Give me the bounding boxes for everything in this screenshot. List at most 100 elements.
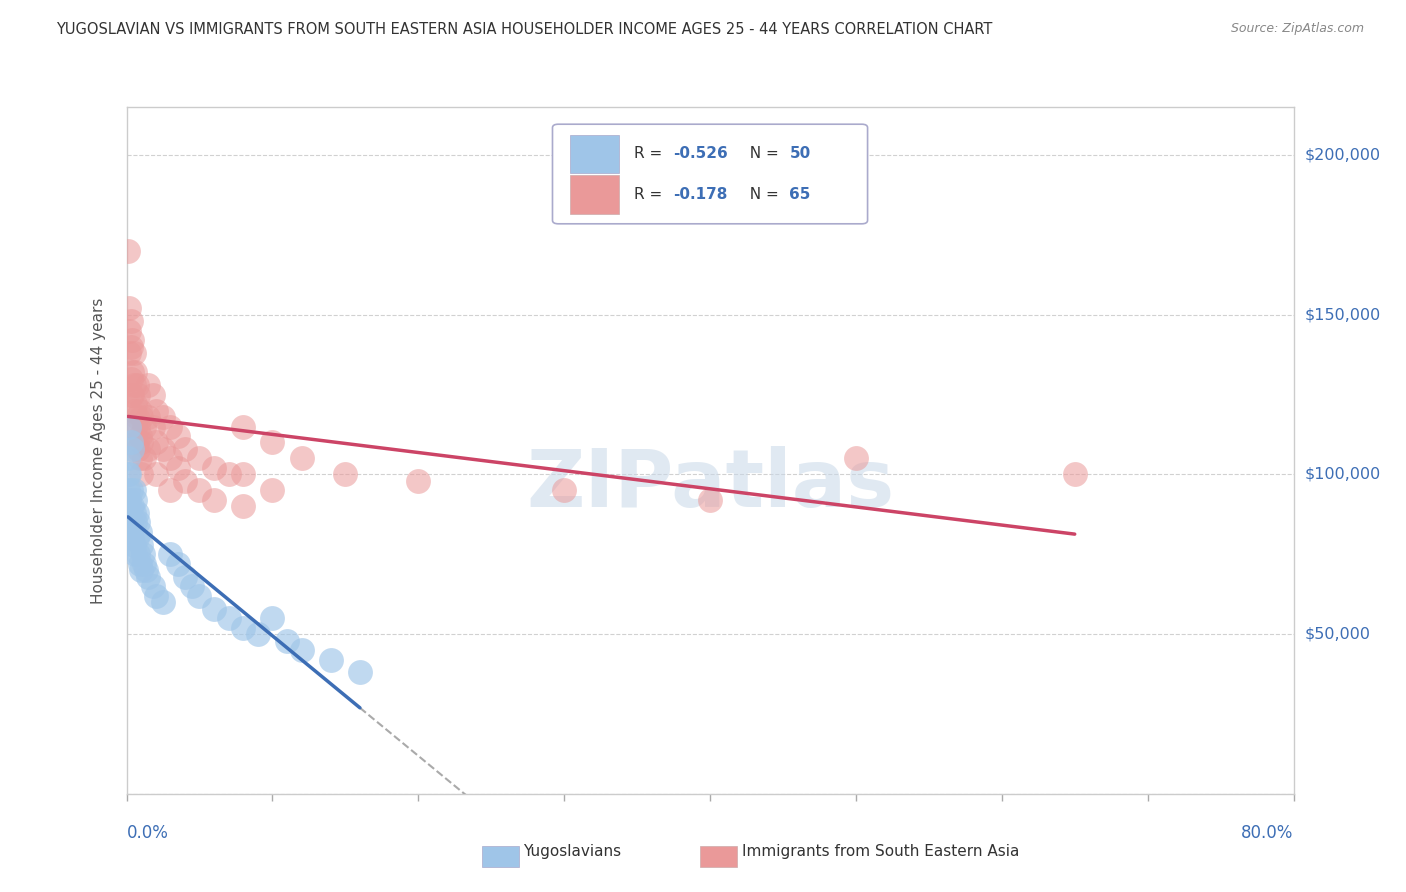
Text: Immigrants from South Eastern Asia: Immigrants from South Eastern Asia xyxy=(742,845,1019,859)
Point xyxy=(127,547,149,561)
Point xyxy=(129,538,152,552)
Point xyxy=(117,244,139,258)
Point xyxy=(129,435,152,450)
Point xyxy=(166,557,188,571)
Point xyxy=(232,419,254,434)
Point xyxy=(145,403,167,417)
Point xyxy=(159,451,181,466)
Point xyxy=(118,301,141,316)
Text: 80.0%: 80.0% xyxy=(1241,824,1294,842)
Point xyxy=(276,633,298,648)
Point xyxy=(232,467,254,482)
Point xyxy=(159,419,181,434)
Point xyxy=(122,403,145,417)
Text: -0.178: -0.178 xyxy=(672,186,727,202)
Text: $100,000: $100,000 xyxy=(1305,467,1381,482)
Point xyxy=(131,547,153,561)
Point xyxy=(117,500,139,514)
Point xyxy=(218,467,240,482)
Point xyxy=(128,451,150,466)
Point xyxy=(124,547,146,561)
Point xyxy=(125,378,148,392)
Point xyxy=(232,500,254,514)
Point xyxy=(202,493,225,508)
Text: R =: R = xyxy=(634,146,668,161)
Point xyxy=(127,442,149,456)
FancyBboxPatch shape xyxy=(569,175,619,213)
Text: $50,000: $50,000 xyxy=(1305,627,1371,641)
Text: -0.526: -0.526 xyxy=(672,146,727,161)
Text: Source: ZipAtlas.com: Source: ZipAtlas.com xyxy=(1230,22,1364,36)
Point xyxy=(125,531,148,545)
Point xyxy=(121,531,143,545)
Point xyxy=(124,493,146,508)
Point xyxy=(125,409,148,424)
Text: N =: N = xyxy=(741,146,785,161)
Point xyxy=(174,474,197,488)
Point xyxy=(122,538,145,552)
Point xyxy=(142,387,165,401)
Point xyxy=(121,365,143,379)
Point xyxy=(138,409,160,424)
Point xyxy=(138,378,160,392)
FancyBboxPatch shape xyxy=(569,135,619,173)
Point xyxy=(122,483,145,498)
Point xyxy=(166,461,188,475)
Point xyxy=(118,493,141,508)
Text: N =: N = xyxy=(741,186,785,202)
Point xyxy=(145,589,167,603)
Point xyxy=(553,483,575,498)
Point xyxy=(120,387,142,401)
Point xyxy=(118,467,141,482)
Point xyxy=(120,524,142,539)
Point xyxy=(117,483,139,498)
Point xyxy=(128,557,150,571)
Point xyxy=(120,340,142,354)
Point xyxy=(1063,467,1085,482)
Point xyxy=(132,451,155,466)
Point xyxy=(122,506,145,520)
Point xyxy=(118,419,141,434)
Text: 0.0%: 0.0% xyxy=(127,824,169,842)
Point xyxy=(349,665,371,680)
Point xyxy=(124,419,146,434)
Point xyxy=(181,579,204,593)
Text: YUGOSLAVIAN VS IMMIGRANTS FROM SOUTH EASTERN ASIA HOUSEHOLDER INCOME AGES 25 - 4: YUGOSLAVIAN VS IMMIGRANTS FROM SOUTH EAS… xyxy=(56,22,993,37)
Point xyxy=(246,627,269,641)
Point xyxy=(152,442,174,456)
Point xyxy=(120,314,142,328)
Point xyxy=(121,442,143,456)
Point xyxy=(129,409,152,424)
Point xyxy=(118,346,141,360)
Text: 65: 65 xyxy=(789,186,811,202)
Point xyxy=(166,429,188,443)
Text: $200,000: $200,000 xyxy=(1305,147,1381,162)
Point xyxy=(232,621,254,635)
Point xyxy=(188,483,211,498)
Point xyxy=(117,451,139,466)
Point xyxy=(124,516,146,530)
Point xyxy=(174,442,197,456)
Point xyxy=(335,467,357,482)
Point xyxy=(132,419,155,434)
Point xyxy=(128,524,150,539)
Point xyxy=(127,387,149,401)
Point xyxy=(145,435,167,450)
Text: $150,000: $150,000 xyxy=(1305,307,1381,322)
Point xyxy=(188,451,211,466)
Point xyxy=(262,483,284,498)
Point xyxy=(134,563,156,577)
Point xyxy=(262,435,284,450)
Y-axis label: Householder Income Ages 25 - 44 years: Householder Income Ages 25 - 44 years xyxy=(91,297,105,604)
Point xyxy=(845,451,868,466)
Point xyxy=(290,451,312,466)
Point xyxy=(120,516,142,530)
Point xyxy=(159,547,181,561)
Point xyxy=(174,569,197,583)
Point xyxy=(124,397,146,411)
Point xyxy=(699,493,721,508)
Point xyxy=(120,483,142,498)
Point xyxy=(319,653,342,667)
Point xyxy=(138,569,160,583)
Point xyxy=(202,461,225,475)
